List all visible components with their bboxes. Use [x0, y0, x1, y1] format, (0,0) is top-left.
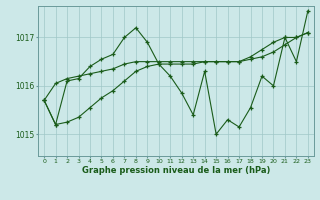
X-axis label: Graphe pression niveau de la mer (hPa): Graphe pression niveau de la mer (hPa)	[82, 166, 270, 175]
